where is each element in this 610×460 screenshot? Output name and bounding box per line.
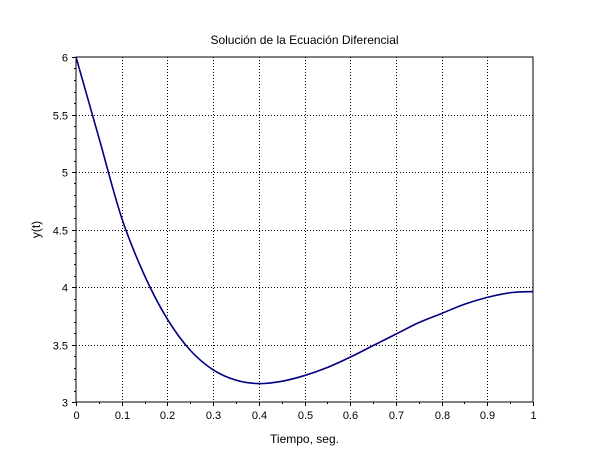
x-tick-label: 0.9 [480,410,495,422]
y-tick-label: 3.5 [53,341,68,353]
x-tick-label: 0.5 [298,410,313,422]
grid-lines [76,57,533,402]
y-tick-label: 5 [62,168,68,180]
y-tick-label: 4.5 [53,226,68,238]
x-tick-label: 0.7 [389,410,404,422]
x-tick-label: 0 [73,410,79,422]
x-tick-label: 0.6 [343,410,358,422]
plot-frame [75,56,534,403]
x-tick-label: 0.8 [435,410,450,422]
x-axis-title: Tiempo, seg. [270,432,339,446]
series-line-0 [75,56,534,385]
y-tick-label: 4 [62,283,68,295]
x-tick-label: 0.2 [160,410,175,422]
chart-title: Solución de la Ecuación Diferencial [210,33,398,47]
y-axis-title: y(t) [29,221,43,238]
axis-ticks: 0 0.1 0.2 0.3 0.4 0.5 0.6 0.7 0.8 0.9 1 3 3.5 4 4.5 5 5.… [53,53,537,423]
x-tick-label: 0.1 [115,410,130,422]
y-tick-label: 5.5 [53,111,68,123]
series-layer [75,56,534,385]
x-tick-label: 0.3 [206,410,221,422]
y-tick-label: 3 [62,398,68,410]
y-tick-label: 6 [62,53,68,65]
x-tick-label: 0.4 [252,410,267,422]
x-tick-label: 1 [530,410,536,422]
